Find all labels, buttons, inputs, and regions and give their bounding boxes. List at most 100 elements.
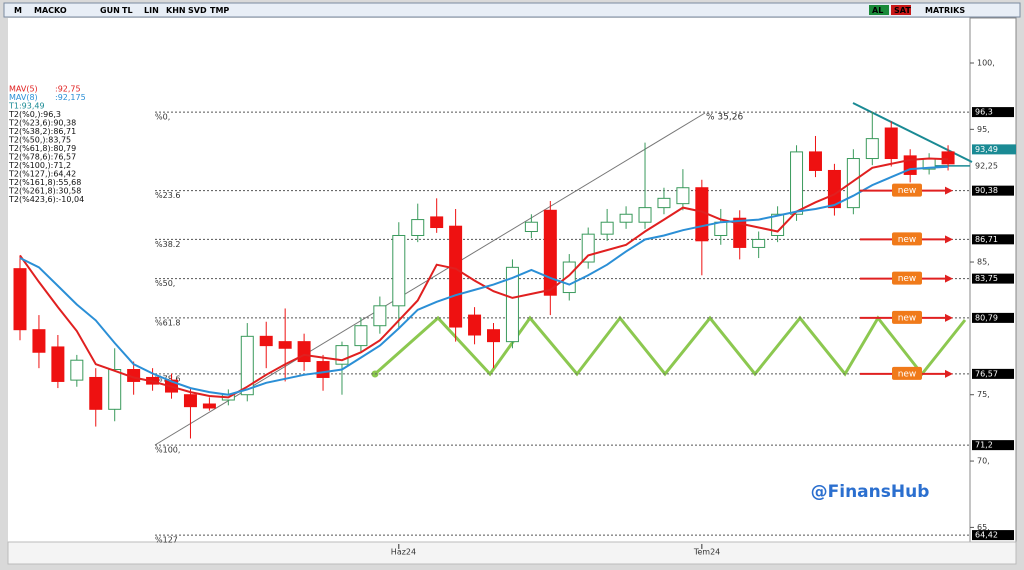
toolbar-button[interactable]: GUN: [100, 6, 120, 15]
price-label-box: [972, 273, 1014, 284]
legend-name: MAV(5): [9, 85, 38, 94]
toolbar-button[interactable]: M: [14, 6, 22, 15]
price-label: 86,71: [975, 235, 998, 244]
price-label-box: [972, 185, 1014, 196]
candle-body: [752, 238, 766, 248]
y-tick-label: 65,: [977, 523, 990, 532]
candle-body: [354, 325, 368, 347]
candle-body: [392, 234, 406, 307]
candle-body: [240, 335, 254, 396]
price-label: 83,75: [975, 274, 998, 283]
candle-body: [581, 233, 595, 263]
info-line: T2(%78,6):76,57: [8, 153, 76, 162]
x-tick-label: Tem24: [693, 548, 720, 557]
price-label: 71,2: [975, 441, 993, 450]
price-label-box: [972, 107, 1014, 118]
tag-arrowhead: [945, 274, 953, 283]
legend-value: :92,175: [55, 93, 86, 102]
watermark: @FinansHub: [811, 482, 930, 502]
price-label: 90,38: [975, 186, 998, 195]
candle-body: [259, 335, 273, 347]
info-line: T2(%261,8):30,58: [8, 187, 81, 196]
price-label: 64,42: [975, 531, 998, 540]
info-line: T2(%423,6):-10,04: [8, 195, 84, 204]
candle-body: [202, 403, 216, 409]
candle-body: [790, 151, 804, 215]
candle-body: [941, 151, 955, 165]
candle-body: [638, 207, 652, 223]
y-tick-label: 100,: [977, 58, 995, 67]
price-label-box: [972, 312, 1014, 323]
candle-body: [808, 151, 822, 171]
price-label: 76,57: [975, 369, 998, 378]
fib-level-name: %38.2: [155, 240, 180, 249]
moving-average-line: [19, 165, 949, 396]
toolbar-button[interactable]: MACKO: [34, 6, 67, 15]
moving-average-line: [19, 157, 949, 399]
tag-label: new: [898, 235, 917, 245]
candle-body: [32, 329, 46, 353]
fib-level-name: %50,: [155, 279, 175, 288]
candle-body: [430, 216, 444, 229]
candle-body: [278, 341, 292, 349]
price-label-box: [972, 530, 1014, 541]
candle-body: [51, 346, 65, 382]
info-line: T2(%23,6):90,38: [8, 119, 76, 128]
trend-annotation: % 35,26: [706, 113, 743, 123]
y-tick-label: 85,: [977, 258, 990, 267]
toolbar-button[interactable]: TMP: [210, 6, 229, 15]
toolbar-button[interactable]: SAT: [894, 6, 911, 15]
price-label: 80,79: [975, 313, 998, 322]
info-line: T2(%100,):71,2: [8, 161, 71, 170]
tag-arrowhead: [945, 235, 953, 244]
candle-body: [543, 209, 557, 296]
x-tick-label: Haz24: [391, 548, 416, 557]
price-label-box: [972, 440, 1014, 451]
info-line: T2(%161,8):55,68: [8, 178, 81, 187]
toolbar: [3, 2, 1021, 18]
info-line: T2(%61,8):80,79: [8, 144, 76, 153]
tag-box: [892, 232, 922, 246]
candle-body: [505, 266, 519, 343]
candle-body: [619, 213, 633, 223]
candle-body: [846, 158, 860, 209]
toolbar-button[interactable]: LIN: [144, 6, 159, 15]
tag-label: new: [898, 369, 917, 379]
info-line: T2(%0,):96,3: [8, 110, 61, 119]
candle-body: [865, 138, 879, 160]
y-tick-label: 95,: [977, 125, 990, 134]
toolbar-button[interactable]: MATRIKS: [925, 6, 965, 15]
tag-label: new: [898, 274, 917, 284]
fib-level-name: %0,: [155, 113, 170, 122]
toolbar-button-bg: [891, 5, 911, 15]
toolbar-button[interactable]: KHN: [166, 6, 186, 15]
toolbar-button[interactable]: AL: [872, 6, 883, 15]
toolbar-button-bg: [869, 5, 889, 15]
tag-box: [892, 271, 922, 285]
tag-box: [892, 366, 922, 380]
price-label-box: [972, 368, 1014, 379]
candle-body: [657, 197, 671, 209]
y-tick-label: 75,: [977, 390, 990, 399]
last-price-label: 93,49: [975, 145, 998, 154]
ma-price-label: 92,25: [975, 161, 998, 170]
legend-value: :92,75: [55, 85, 81, 94]
fib-level-name: %23.6: [155, 191, 180, 200]
candle-body: [733, 217, 747, 248]
candle-body: [183, 394, 197, 408]
candle-body: [714, 221, 728, 236]
toolbar-button[interactable]: TL: [122, 6, 133, 15]
time-axis: [7, 541, 1017, 565]
tag-label: new: [898, 313, 917, 323]
last-price-box: [972, 144, 1016, 155]
price-label: 96,3: [975, 108, 993, 117]
plot-area: [8, 18, 970, 542]
candle-body: [600, 221, 614, 235]
toolbar-button[interactable]: SVD: [188, 6, 207, 15]
candle-body: [676, 187, 690, 205]
info-line: T1:93,49: [8, 102, 45, 111]
candle-body: [524, 221, 538, 233]
candle-body: [13, 268, 27, 331]
tag-box: [892, 310, 922, 324]
